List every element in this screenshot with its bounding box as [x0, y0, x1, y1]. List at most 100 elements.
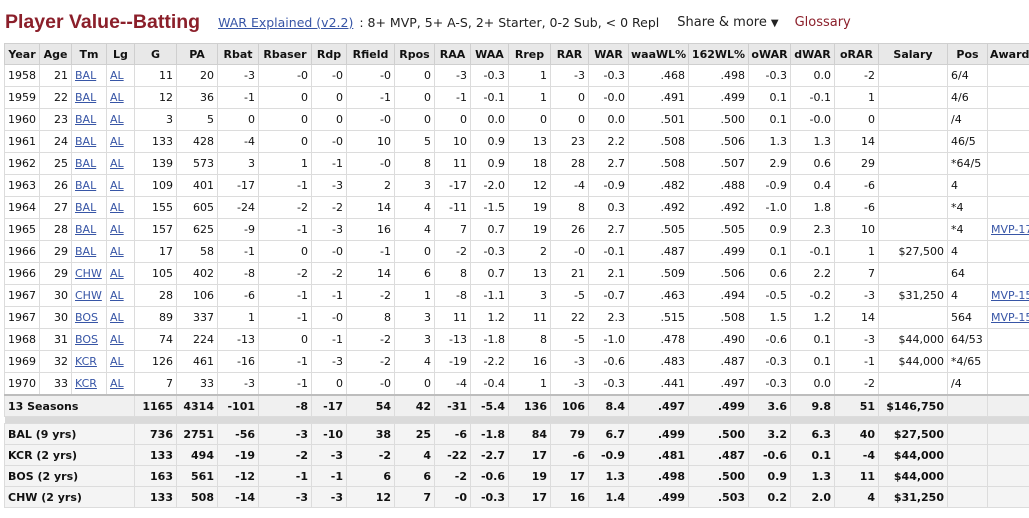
league-link[interactable]: AL — [110, 267, 124, 280]
age-cell: 31 — [39, 328, 72, 351]
league-link[interactable]: AL — [110, 333, 124, 346]
team-link[interactable]: CHW — [75, 289, 102, 302]
team-link[interactable]: CHW — [75, 267, 102, 280]
league-link[interactable]: AL — [110, 223, 124, 236]
team[interactable]: BAL — [71, 218, 107, 241]
league[interactable]: AL — [106, 152, 135, 175]
column-header[interactable]: RAA — [434, 43, 471, 65]
team[interactable]: BAL — [71, 108, 107, 131]
league-link[interactable]: AL — [110, 69, 124, 82]
team-link[interactable]: BOS — [75, 333, 98, 346]
league[interactable]: AL — [106, 350, 135, 373]
team[interactable]: KCR — [71, 372, 107, 396]
awards-link[interactable]: MVP-17 — [991, 223, 1029, 236]
awards[interactable]: MVP-15 — [987, 284, 1029, 307]
team[interactable]: BAL — [71, 130, 107, 153]
column-header[interactable]: Rbat — [217, 43, 259, 65]
wl162-cell: .500 — [688, 465, 749, 487]
team[interactable]: KCR — [71, 350, 107, 373]
awards[interactable]: MVP-15 — [987, 306, 1029, 329]
column-header[interactable]: G — [134, 43, 177, 65]
glossary-link[interactable]: Glossary — [794, 14, 851, 30]
league-link[interactable]: AL — [110, 311, 124, 324]
column-header[interactable]: dWAR — [790, 43, 835, 65]
team-link[interactable]: BAL — [75, 179, 97, 192]
team[interactable]: CHW — [71, 262, 107, 285]
league-link[interactable]: AL — [110, 355, 124, 368]
column-header[interactable]: waaWL% — [628, 43, 689, 65]
team[interactable]: BOS — [71, 328, 107, 351]
column-header[interactable]: Rfield — [346, 43, 395, 65]
column-header[interactable]: Awards — [987, 43, 1029, 65]
column-header[interactable]: Tm — [71, 43, 107, 65]
league[interactable]: AL — [106, 372, 135, 396]
waa-cell: -0.3 — [470, 64, 509, 87]
league-link[interactable]: AL — [110, 201, 124, 214]
team-link[interactable]: BOS — [75, 311, 98, 324]
team[interactable]: BAL — [71, 152, 107, 175]
dwar-cell: -0.1 — [790, 240, 835, 263]
league[interactable]: AL — [106, 130, 135, 153]
league-link[interactable]: AL — [110, 245, 124, 258]
league-link[interactable]: AL — [110, 179, 124, 192]
column-header[interactable]: Salary — [878, 43, 948, 65]
league[interactable]: AL — [106, 328, 135, 351]
team[interactable]: BAL — [71, 86, 107, 109]
column-header[interactable]: 162WL% — [688, 43, 749, 65]
awards-link[interactable]: MVP-15 — [991, 311, 1029, 324]
team[interactable]: BAL — [71, 196, 107, 219]
rbat-cell: -8 — [217, 262, 259, 285]
league[interactable]: AL — [106, 196, 135, 219]
league-link[interactable]: AL — [110, 377, 124, 390]
team-link[interactable]: KCR — [75, 355, 97, 368]
league[interactable]: AL — [106, 240, 135, 263]
column-header[interactable]: PA — [176, 43, 218, 65]
team[interactable]: BOS — [71, 306, 107, 329]
column-header[interactable]: WAA — [470, 43, 509, 65]
column-header[interactable]: RAR — [550, 43, 589, 65]
league-link[interactable]: AL — [110, 157, 124, 170]
column-header[interactable]: WAR — [588, 43, 629, 65]
column-header[interactable]: Rbaser — [258, 43, 312, 65]
column-header[interactable]: Lg — [106, 43, 135, 65]
league[interactable]: AL — [106, 86, 135, 109]
column-header[interactable]: oWAR — [748, 43, 791, 65]
team-link[interactable]: BAL — [75, 201, 97, 214]
league[interactable]: AL — [106, 174, 135, 197]
team-link[interactable]: BAL — [75, 91, 97, 104]
league-link[interactable]: AL — [110, 91, 124, 104]
league[interactable]: AL — [106, 262, 135, 285]
team[interactable]: BAL — [71, 174, 107, 197]
column-header[interactable]: Pos — [947, 43, 988, 65]
team[interactable]: CHW — [71, 284, 107, 307]
share-more-dropdown[interactable]: Share & more ▼ — [677, 15, 778, 30]
league[interactable]: AL — [106, 306, 135, 329]
league[interactable]: AL — [106, 108, 135, 131]
column-header[interactable]: Rdp — [311, 43, 347, 65]
team-link[interactable]: KCR — [75, 377, 97, 390]
league-link[interactable]: AL — [110, 289, 124, 302]
league-link[interactable]: AL — [110, 135, 124, 148]
awards-link[interactable]: MVP-15 — [991, 289, 1029, 302]
league[interactable]: AL — [106, 284, 135, 307]
column-header[interactable]: oRAR — [834, 43, 879, 65]
war-explained-link[interactable]: WAR Explained (v2.2) — [218, 14, 354, 30]
team-link[interactable]: BAL — [75, 223, 97, 236]
column-header[interactable]: Rrep — [508, 43, 551, 65]
awards[interactable]: MVP-17 — [987, 218, 1029, 241]
team[interactable]: BAL — [71, 64, 107, 87]
team-link[interactable]: BAL — [75, 69, 97, 82]
league[interactable]: AL — [106, 218, 135, 241]
league[interactable]: AL — [106, 64, 135, 87]
awards — [987, 86, 1029, 109]
team[interactable]: BAL — [71, 240, 107, 263]
column-header[interactable]: Age — [39, 43, 72, 65]
column-header[interactable]: Year — [4, 43, 40, 65]
team-link[interactable]: BAL — [75, 135, 97, 148]
team-link[interactable]: BAL — [75, 245, 97, 258]
team-link[interactable]: BAL — [75, 113, 97, 126]
rbaser-cell: -2 — [258, 262, 312, 285]
league-link[interactable]: AL — [110, 113, 124, 126]
team-link[interactable]: BAL — [75, 157, 97, 170]
column-header[interactable]: Rpos — [394, 43, 435, 65]
